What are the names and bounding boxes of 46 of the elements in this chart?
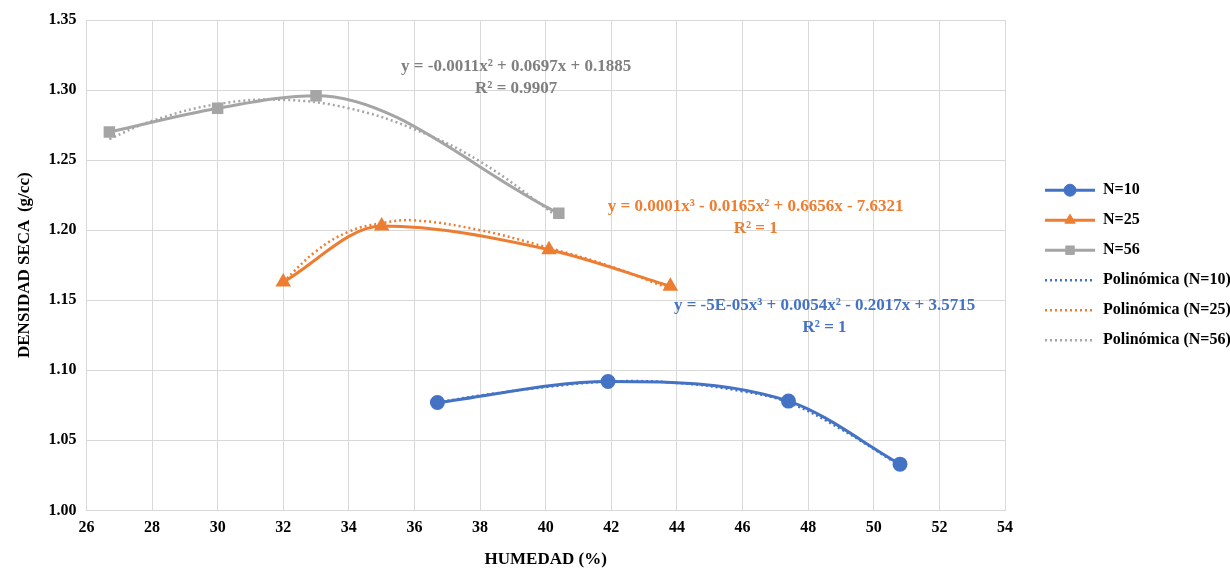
annotation: y = 0.0001x³ - 0.0165x² + 0.6656x - 7.6321 R² = 1	[607, 195, 904, 237]
legend-label: N=10	[1103, 180, 1140, 198]
legend-label: Polinómica (N=10)	[1103, 270, 1230, 289]
x-tick-label: 52	[931, 518, 948, 536]
point	[892, 456, 908, 472]
x-tick-label: 46	[734, 518, 751, 536]
y-axis-title: DENSIDAD SECA (g/cc)	[13, 172, 33, 358]
y-tick-label: 1.05	[48, 430, 77, 448]
annotation: y = -5E-05x³ + 0.0054x² - 0.2017x + 3.5715 R² = 1	[673, 295, 976, 337]
y-tick-label: 1.20	[48, 220, 77, 238]
x-tick-label: 36	[406, 518, 423, 536]
y-tick-label: 1.30	[48, 80, 77, 98]
y-tick-label: 1.15	[48, 290, 77, 308]
x-axis-title: HUMEDAD (%)	[484, 549, 607, 569]
point	[780, 393, 796, 409]
x-tick-label: 38	[472, 518, 489, 536]
x-tick-label: 44	[668, 518, 685, 536]
x-tick-label: 32	[275, 518, 292, 536]
y-tick-label: 1.35	[48, 10, 77, 28]
legend-label: Polinómica (N=25)	[1103, 300, 1230, 319]
point	[103, 126, 116, 138]
x-tick-label: 54	[997, 518, 1013, 536]
legend-label: N=56	[1103, 240, 1140, 258]
point	[211, 102, 224, 115]
point	[374, 218, 389, 231]
x-tick-label: 40	[537, 518, 554, 536]
legend-label: Polinómica (N=56)	[1103, 330, 1230, 349]
x-tick-label: 26	[78, 518, 95, 536]
x-tick-label: 50	[865, 518, 882, 536]
point	[663, 278, 678, 291]
x-tick-label: 48	[800, 518, 817, 536]
point	[600, 374, 616, 389]
point	[310, 89, 322, 102]
y-tick-label: 1.25	[48, 150, 77, 168]
x-tick-label: 30	[209, 518, 226, 536]
point	[276, 274, 290, 287]
x-tick-label: 28	[144, 518, 161, 536]
legend-label: N=25	[1103, 210, 1140, 228]
annotation: y = -0.0011x² + 0.0697x + 0.1885 R² = 0.9907	[401, 55, 632, 97]
point	[429, 395, 445, 411]
y-tick-label: 1.00	[48, 500, 77, 518]
y-tick-label: 1.10	[48, 360, 77, 378]
point	[542, 242, 556, 255]
x-tick-label: 42	[603, 518, 620, 536]
x-tick-label: 34	[340, 518, 357, 536]
point	[553, 207, 565, 220]
